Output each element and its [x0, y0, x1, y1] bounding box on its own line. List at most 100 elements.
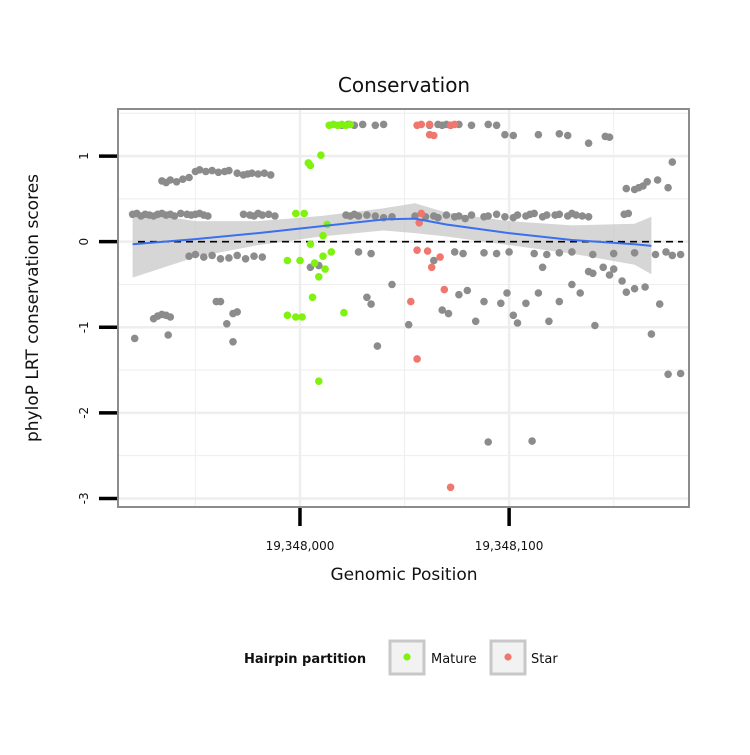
- data-point-other: [664, 183, 672, 192]
- data-point-other: [358, 120, 367, 129]
- data-point-other: [655, 300, 664, 308]
- data-point-other: [455, 290, 463, 299]
- data-point-other: [258, 211, 267, 219]
- data-point-other: [555, 130, 564, 138]
- data-point-other: [653, 176, 662, 184]
- data-point-other: [166, 313, 175, 321]
- data-point-other: [239, 210, 248, 219]
- data-point-mature: [346, 120, 355, 129]
- data-point-mature: [300, 209, 309, 218]
- data-point-other: [589, 250, 597, 259]
- data-point-other: [501, 213, 509, 221]
- smooth-line-layer: [132, 217, 652, 247]
- data-point-other: [223, 320, 231, 328]
- data-point-other: [480, 297, 488, 306]
- confidence-band-layer: [132, 203, 652, 278]
- data-point-other: [191, 250, 200, 259]
- legend-label-star: Star: [531, 652, 558, 667]
- data-point-other: [668, 158, 677, 166]
- smooth-fit-line: [132, 217, 652, 247]
- data-point-other: [543, 211, 551, 219]
- data-point-mature: [315, 377, 323, 386]
- data-point-other: [505, 248, 513, 256]
- y-axis-title: phyloP LRT conservation scores: [23, 174, 43, 442]
- data-point-other: [248, 169, 256, 177]
- y-axis: 1 0 -1 -2 -3: [77, 152, 117, 504]
- data-point-other: [662, 248, 670, 256]
- data-point-other: [438, 306, 447, 314]
- legend: Hairpin partition Mature Star: [244, 639, 558, 676]
- data-point-other: [233, 169, 241, 177]
- data-point-other: [130, 334, 139, 343]
- data-point-other: [467, 211, 476, 219]
- legend-item-star: Star: [489, 639, 558, 676]
- confidence-band: [132, 203, 652, 278]
- data-point-other: [572, 211, 580, 219]
- data-point-other: [630, 284, 639, 293]
- data-point-mature: [283, 256, 292, 265]
- data-point-star: [413, 246, 421, 254]
- legend-label-mature: Mature: [431, 652, 477, 667]
- data-point-other: [647, 330, 656, 338]
- data-point-other: [555, 297, 564, 306]
- data-point-other: [388, 280, 396, 289]
- data-point-mature: [306, 240, 315, 248]
- data-point-other: [630, 249, 639, 257]
- data-point-other: [195, 166, 204, 174]
- data-point-other: [204, 212, 212, 220]
- data-point-other: [501, 130, 509, 139]
- data-point-other: [555, 249, 564, 257]
- data-point-other: [624, 209, 633, 218]
- data-point-other: [373, 342, 382, 350]
- data-point-other: [676, 250, 685, 259]
- data-point-other: [513, 319, 522, 327]
- data-point-other: [509, 311, 518, 320]
- panel-border: [117, 108, 690, 508]
- data-points-layer: [128, 120, 685, 492]
- data-point-other: [568, 248, 576, 256]
- data-point-other: [202, 167, 210, 176]
- data-point-other: [164, 331, 172, 339]
- data-point-other: [471, 317, 480, 326]
- data-point-other: [241, 254, 250, 263]
- data-point-other: [578, 212, 587, 220]
- data-point-mature: [292, 209, 300, 218]
- chart-title: Conservation: [338, 73, 470, 97]
- data-point-star: [415, 219, 424, 227]
- y-tick-label: 1: [77, 152, 91, 160]
- data-point-mature: [283, 311, 292, 320]
- data-point-mature: [327, 248, 336, 256]
- data-point-other: [503, 289, 511, 297]
- data-point-other: [664, 370, 672, 379]
- data-point-other: [208, 251, 216, 260]
- data-point-other: [367, 249, 375, 258]
- data-point-mature: [298, 313, 306, 321]
- data-point-other: [444, 309, 453, 318]
- data-point-other: [264, 210, 273, 219]
- data-point-other: [166, 176, 175, 184]
- data-point-other: [576, 289, 584, 297]
- data-point-mature: [296, 256, 304, 265]
- data-point-other: [363, 211, 371, 219]
- y-tick-label: -2: [77, 407, 91, 419]
- data-point-other: [254, 170, 262, 178]
- data-point-other: [492, 249, 501, 258]
- data-point-other: [534, 130, 543, 139]
- data-point-other: [484, 438, 493, 446]
- data-point-other: [170, 212, 179, 220]
- data-point-other: [214, 168, 223, 177]
- data-point-star: [413, 355, 421, 363]
- data-point-star: [423, 247, 432, 255]
- data-point-other: [233, 251, 241, 260]
- data-point-other: [509, 131, 518, 140]
- data-point-other: [434, 213, 442, 222]
- y-tick-label: -3: [77, 492, 91, 504]
- data-point-star: [427, 263, 436, 272]
- data-point-mature: [319, 252, 327, 260]
- data-point-other: [371, 212, 380, 220]
- data-point-other: [459, 249, 467, 258]
- data-point-mature: [292, 313, 300, 321]
- data-point-other: [271, 212, 279, 220]
- data-point-other: [258, 253, 267, 261]
